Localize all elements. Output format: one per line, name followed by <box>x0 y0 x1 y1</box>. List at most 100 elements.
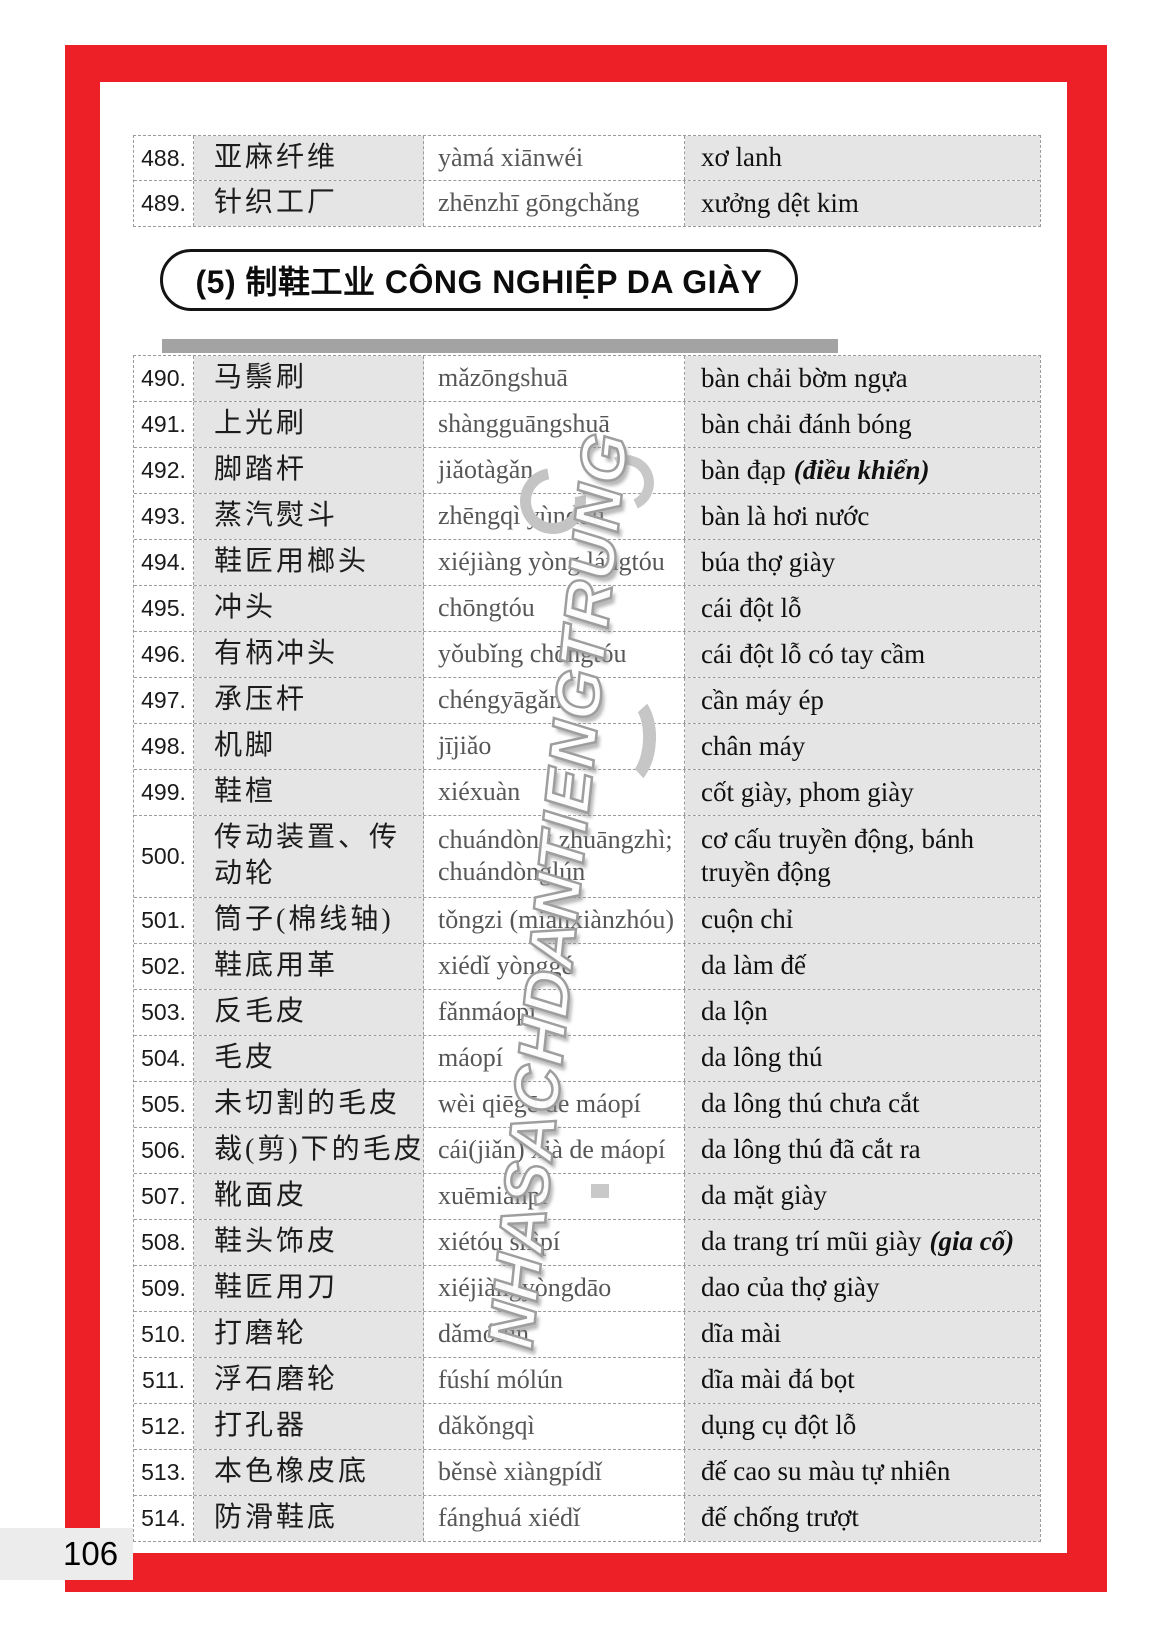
row-chinese-cell: 筒子(棉线轴) <box>194 897 424 943</box>
table-row: 500. 传动装置、传 动轮 chuándòng zhuāngzhì; chuánd… <box>134 816 1040 898</box>
row-vietnamese-cell: cái đột lỗ <box>685 586 1040 631</box>
row-vietnamese-cell: bàn là hơi nước <box>685 494 1040 539</box>
row-no-cell: 501. <box>134 897 194 943</box>
row-no-cell: 507. <box>134 1173 194 1219</box>
row-pinyin-cell: xiédǐ yònggé <box>424 943 685 989</box>
row-chinese-cell: 冲头 <box>194 586 424 631</box>
vietnamese-text: dĩa mài <box>701 1318 782 1349</box>
vietnamese-text: đế chống trượt <box>701 1502 859 1533</box>
row-chinese-cell: 防滑鞋底 <box>194 1495 424 1541</box>
row-no-cell: 491. <box>134 402 194 447</box>
row-chinese-cell: 反毛皮 <box>194 989 424 1035</box>
row-no-cell: 513. <box>134 1449 194 1495</box>
vietnamese-text: cơ cấu truyền động, bánh truyền động <box>701 823 974 888</box>
row-no-cell: 512. <box>134 1403 194 1449</box>
table-row: 493. 蒸汽熨斗 zhēngqì yùndǒu bàn là hơi nước <box>134 494 1040 540</box>
vocab-table-main: 490. 马鬃刷 mǎzōngshuā bàn chải bờm ngựa 491. 上光… <box>133 355 1041 1542</box>
row-vietnamese-cell: dĩa mài đá bọt <box>685 1357 1040 1403</box>
vietnamese-text: bàn là hơi nước <box>701 500 870 531</box>
watermark-square-icon <box>591 1184 609 1198</box>
table-row: 490. 马鬃刷 mǎzōngshuā bàn chải bờm ngựa <box>134 356 1040 402</box>
table-row: 506. 裁(剪)下的毛皮 cái(jiǎn) xià de máopí da lôn… <box>134 1127 1040 1174</box>
vietnamese-text: cuộn chỉ <box>701 904 794 935</box>
table-row: 496. 有柄冲头 yǒubǐng chōngtóu cái đột lỗ có ta… <box>134 632 1040 678</box>
row-chinese-cell: 未切割的毛皮 <box>194 1081 424 1127</box>
row-no-cell: 500. <box>134 816 194 897</box>
row-chinese-cell: 马鬃刷 <box>194 356 424 401</box>
table-row: 511. 浮石磨轮 fúshí mólún dĩa mài đá bọt <box>134 1357 1040 1404</box>
row-chinese-cell: 鞋底用革 <box>194 943 424 989</box>
row-chinese-cell: 传动装置、传 动轮 <box>194 816 424 897</box>
row-vietnamese-cell: bàn chải đánh bóng <box>685 402 1040 447</box>
vietnamese-text: cái đột lỗ <box>701 592 802 623</box>
vietnamese-note: (điều khiển) <box>793 454 930 485</box>
table-row: 495. 冲头 chōngtóu cái đột lỗ <box>134 586 1040 632</box>
vietnamese-text: da làm đế <box>701 950 806 981</box>
row-pinyin-cell: tǒngzi (miánxiànzhóu) <box>424 897 685 943</box>
row-chinese-cell: 承压杆 <box>194 678 424 723</box>
row-no-cell: 489. <box>134 181 194 226</box>
row-no-cell: 508. <box>134 1219 194 1265</box>
vietnamese-text: bàn chải bờm ngựa <box>701 362 908 393</box>
row-no-cell: 511. <box>134 1357 194 1403</box>
vietnamese-text: bàn chải đánh bóng <box>701 408 912 439</box>
vietnamese-text: da lông thú đã cắt ra <box>701 1134 921 1165</box>
table-row: 501. 筒子(棉线轴) tǒngzi (miánxiànzhóu) cuộn chỉ <box>134 897 1040 944</box>
row-pinyin-cell: xuēmiànpí <box>424 1173 685 1219</box>
row-pinyin-cell: běnsè xiàngpídǐ <box>424 1449 685 1495</box>
row-pinyin-cell: dǎmólún <box>424 1311 685 1357</box>
row-vietnamese-cell: chân máy <box>685 724 1040 769</box>
row-no-cell: 514. <box>134 1495 194 1541</box>
row-pinyin-cell: yǒubǐng chōngtóu <box>424 632 685 677</box>
row-chinese-cell: 靴面皮 <box>194 1173 424 1219</box>
row-pinyin-cell: xiéjiàngyòngdāo <box>424 1265 685 1311</box>
row-vietnamese-cell: cốt giày, phom giày <box>685 770 1040 815</box>
row-no-cell: 503. <box>134 989 194 1035</box>
table-row: 502. 鞋底用革 xiédǐ yònggé da làm đế <box>134 943 1040 990</box>
row-vietnamese-cell: da lông thú <box>685 1035 1040 1081</box>
vietnamese-text: cần máy ép <box>701 684 824 715</box>
row-vietnamese-cell: cái đột lỗ có tay cầm <box>685 632 1040 677</box>
table-row: 499. 鞋楦 xiéxuàn cốt giày, phom giày <box>134 770 1040 816</box>
row-no-cell: 492. <box>134 448 194 493</box>
table-row: 498. 机脚 jījiǎo chân máy <box>134 724 1040 770</box>
row-no-cell: 506. <box>134 1127 194 1173</box>
row-pinyin-cell: chuándòng zhuāngzhì; chuándònglún <box>424 816 685 897</box>
row-vietnamese-cell: bàn chải bờm ngựa <box>685 356 1040 401</box>
row-pinyin-cell: jījiǎo <box>424 724 685 769</box>
row-vietnamese-cell: dĩa mài <box>685 1311 1040 1357</box>
table-row: 512. 打孔器 dǎkǒngqì dụng cụ đột lỗ <box>134 1403 1040 1450</box>
vietnamese-text: dĩa mài đá bọt <box>701 1364 855 1395</box>
row-pinyin-cell: zhēnzhī gōngchǎng <box>424 181 685 226</box>
row-pinyin-cell: fúshí mólún <box>424 1357 685 1403</box>
row-chinese-cell: 毛皮 <box>194 1035 424 1081</box>
row-pinyin-cell: wèi qiēgē de máopí <box>424 1081 685 1127</box>
row-pinyin-cell: xiétóu shìpí <box>424 1219 685 1265</box>
divider-bar <box>162 339 838 353</box>
table-row: 509. 鞋匠用刀 xiéjiàngyòngdāo dao của thợ giày <box>134 1265 1040 1312</box>
table-row: 494. 鞋匠用榔头 xiéjiàng yòng lángtóu búa thợ gi… <box>134 540 1040 586</box>
row-pinyin-cell: shàngguāngshuā <box>424 402 685 447</box>
table-row: 491. 上光刷 shàngguāngshuā bàn chải đánh bóng <box>134 402 1040 448</box>
row-pinyin-cell: mǎzōngshuā <box>424 356 685 401</box>
row-no-cell: 504. <box>134 1035 194 1081</box>
row-chinese-cell: 打磨轮 <box>194 1311 424 1357</box>
vietnamese-text: da lông thú chưa cắt <box>701 1088 920 1119</box>
row-no-cell: 502. <box>134 943 194 989</box>
row-vietnamese-cell: da làm đế <box>685 943 1040 989</box>
section-header: (5) 制鞋工业 CÔNG NGHIỆP DA GIÀY <box>160 249 798 311</box>
row-pinyin-cell: cái(jiǎn) xià de máopí <box>424 1127 685 1173</box>
row-no-cell: 509. <box>134 1265 194 1311</box>
row-chinese-cell: 本色橡皮底 <box>194 1449 424 1495</box>
vietnamese-text: đế cao su màu tự nhiên <box>701 1456 951 1487</box>
row-pinyin-cell: jiǎotàgǎn <box>424 448 685 493</box>
vietnamese-text: chân máy <box>701 730 806 761</box>
row-pinyin-cell: chéngyāgǎn <box>424 678 685 723</box>
vietnamese-text: dao của thợ giày <box>701 1272 880 1303</box>
row-vietnamese-cell: da trang trí mũi giày (gia cố) <box>685 1219 1040 1265</box>
row-pinyin-cell: zhēngqì yùndǒu <box>424 494 685 539</box>
table-row: 489. 针织工厂 zhēnzhī gōngchǎng xưởng dệt kim <box>134 181 1040 226</box>
row-chinese-cell: 上光刷 <box>194 402 424 447</box>
vocab-table-top: 488. 亚麻纤维 yàmá xiānwéi xơ lanh 489. 针织工厂 zhēnz… <box>133 135 1041 227</box>
